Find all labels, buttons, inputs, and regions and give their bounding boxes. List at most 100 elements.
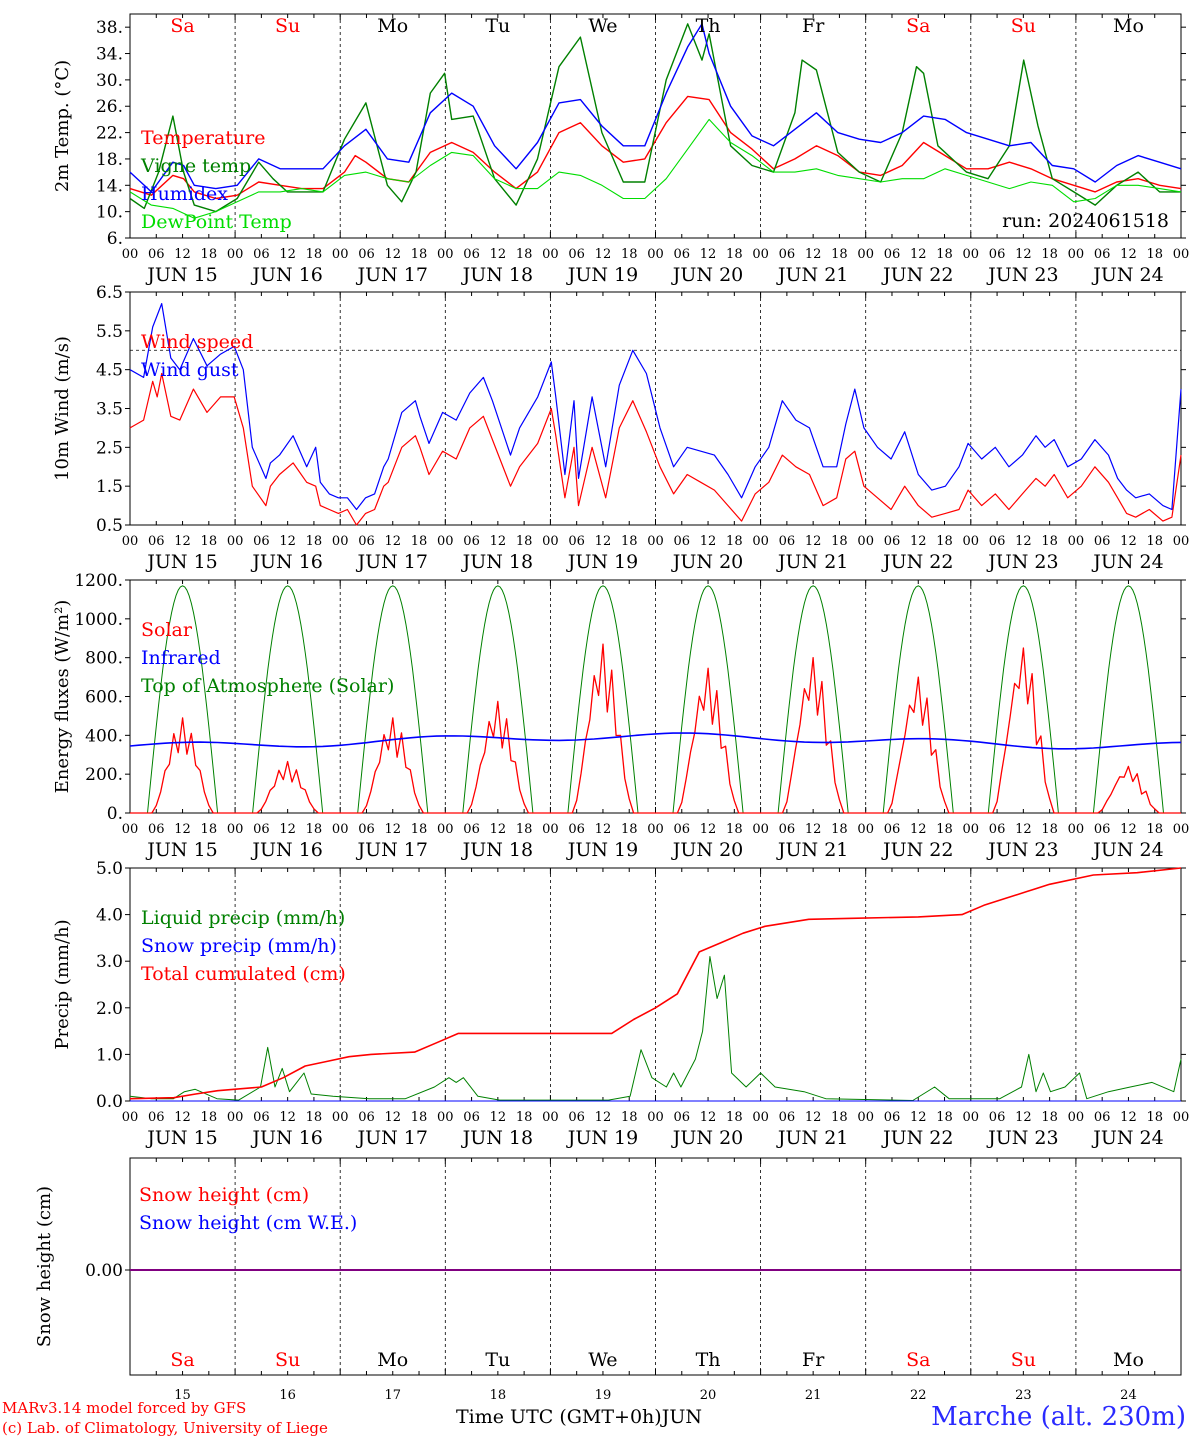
weekday-label: Mo: [377, 15, 408, 37]
legend-entry: DewPoint Temp: [141, 211, 292, 233]
hour-tick-label: 00: [1068, 1110, 1085, 1125]
weekday-label: Th: [696, 1349, 721, 1371]
hour-tick-label: 18: [1146, 822, 1163, 837]
day-number-label: 17: [384, 1388, 401, 1403]
hour-tick-label: 18: [936, 822, 953, 837]
hour-tick-label: 12: [700, 534, 717, 549]
weekday-label: Fr: [802, 1349, 825, 1371]
hour-tick-label: 18: [1041, 1110, 1058, 1125]
hour-tick-label: 00: [1173, 1110, 1190, 1125]
hour-tick-label: 00: [437, 1110, 454, 1125]
month-label: JUN: [661, 1406, 702, 1428]
hour-tick-label: 18: [306, 1110, 323, 1125]
panel-5: 0.00 Snow height (cm) Snow height (cm) Snow…: [34, 1157, 1182, 1403]
hour-tick-label: 06: [1094, 822, 1111, 837]
hour-tick-label: 06: [674, 247, 691, 262]
hour-tick-label: 06: [358, 1110, 375, 1125]
date-label: JUN 15: [145, 1127, 217, 1149]
hour-tick-label: 18: [201, 1110, 218, 1125]
date-label: JUN 22: [881, 839, 953, 861]
panel-1: 6. 10. 14. 18. 22. 26. 30. 34. 38. 2m Temp. (°C) S…: [52, 13, 1189, 286]
hour-tick-label: 18: [726, 822, 743, 837]
hour-tick-label: 12: [1120, 1110, 1137, 1125]
legend-entry: Vigne temp: [140, 155, 251, 177]
date-label: JUN 22: [881, 1127, 953, 1149]
date-label: JUN 22: [881, 551, 953, 573]
hour-tick-label: 06: [989, 534, 1006, 549]
hour-tick-label: 18: [726, 247, 743, 262]
y-tick-label: 3.5: [96, 400, 123, 420]
series-line: [130, 643, 1181, 814]
hour-tick-label: 18: [516, 247, 533, 262]
date-label: JUN 16: [250, 839, 322, 861]
hour-tick-label: 06: [568, 1110, 585, 1125]
y-axis-label: Precip (mm/h): [52, 919, 73, 1049]
hour-tick-label: 12: [700, 1110, 717, 1125]
y-tick-label: 6.5: [96, 283, 123, 303]
hour-tick-label: 06: [463, 822, 480, 837]
series-line: [129, 867, 1182, 1100]
hour-tick-label: 12: [174, 822, 191, 837]
hour-tick-label: 06: [463, 1110, 480, 1125]
hour-tick-label: 06: [568, 822, 585, 837]
hour-tick-label: 06: [1094, 534, 1111, 549]
hour-tick-label: 12: [700, 822, 717, 837]
hour-tick-label: 00: [1173, 822, 1190, 837]
y-tick-label: 10.: [96, 203, 123, 223]
hour-tick-label: 06: [779, 1110, 796, 1125]
weekday-label: Su: [1011, 1349, 1036, 1371]
series-line: [129, 956, 1182, 1101]
y-tick-label: 400.: [85, 726, 123, 746]
hour-tick-label: 18: [621, 822, 638, 837]
weekday-label: Mo: [377, 1349, 408, 1371]
date-label: JUN 16: [250, 264, 322, 286]
hour-tick-label: 18: [201, 534, 218, 549]
hour-tick-label: 06: [674, 534, 691, 549]
date-label: JUN 21: [776, 551, 848, 573]
y-tick-label: 38.: [96, 18, 123, 38]
hour-tick-label: 00: [647, 1110, 664, 1125]
panel-3: 0. 200. 400. 600. 800. 1000. 1200.Energy fluxe…: [52, 571, 1189, 861]
y-tick-label: 1000.: [74, 610, 123, 630]
hour-tick-label: 06: [989, 247, 1006, 262]
hour-tick-label: 00: [332, 1110, 349, 1125]
hour-tick-label: 06: [253, 1110, 270, 1125]
y-tick-label: 2.0: [96, 999, 123, 1019]
y-tick-label: 14.: [96, 176, 123, 196]
hour-tick-label: 06: [358, 822, 375, 837]
legend-entry: Temperature: [141, 127, 265, 149]
legend-entry: Total cumulated (cm): [141, 963, 346, 985]
date-label: JUN 24: [1091, 839, 1163, 861]
hour-tick-label: 00: [752, 822, 769, 837]
date-label: JUN 17: [356, 839, 428, 861]
hour-tick-label: 12: [910, 822, 927, 837]
weekday-label: We: [588, 1349, 617, 1371]
hour-tick-label: 12: [490, 1110, 507, 1125]
hour-tick-label: 18: [1146, 1110, 1163, 1125]
hour-tick-label: 12: [700, 247, 717, 262]
hour-tick-label: 12: [1120, 247, 1137, 262]
series-line: [129, 118, 1182, 219]
hour-tick-label: 18: [411, 822, 428, 837]
weekday-label: Sa: [170, 1349, 194, 1371]
hour-tick-label: 00: [1068, 534, 1085, 549]
hour-tick-label: 18: [621, 534, 638, 549]
day-number-label: 19: [595, 1388, 612, 1403]
day-number-label: 24: [1120, 1388, 1137, 1403]
date-label: JUN 24: [1091, 264, 1163, 286]
date-label: JUN 18: [461, 1127, 533, 1149]
date-label: JUN 18: [461, 839, 533, 861]
day-number-label: 15: [174, 1388, 191, 1403]
date-label: JUN 17: [356, 264, 428, 286]
hour-tick-label: 18: [306, 247, 323, 262]
series-line: [129, 23, 1182, 193]
day-number-label: 16: [279, 1388, 296, 1403]
day-number-label: 22: [910, 1388, 927, 1403]
hour-tick-label: 00: [647, 247, 664, 262]
date-label: JUN 20: [671, 839, 743, 861]
hour-tick-label: 18: [831, 534, 848, 549]
hour-tick-label: 12: [910, 247, 927, 262]
hour-tick-label: 06: [148, 822, 165, 837]
date-label: JUN 20: [671, 264, 743, 286]
